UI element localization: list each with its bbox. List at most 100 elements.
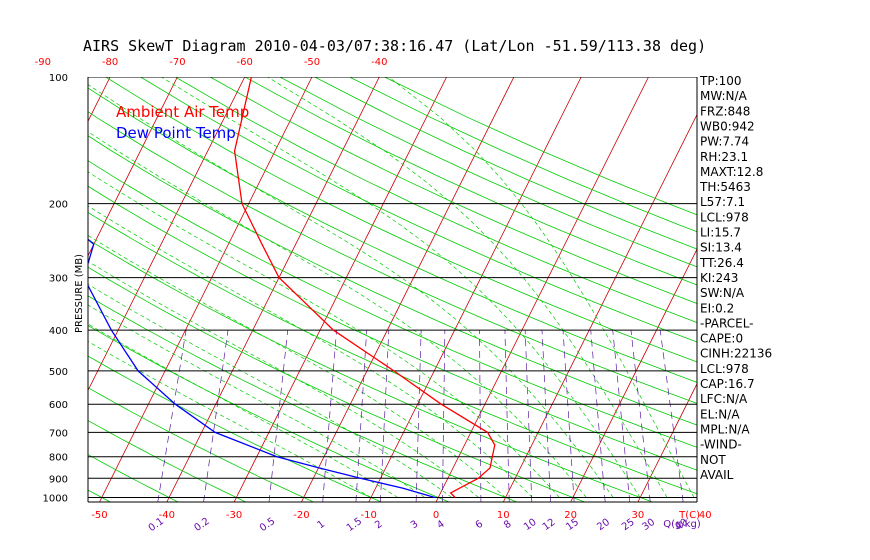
mixing-ratio-label: 12 (541, 517, 558, 533)
dry-adiabat-line (105, 77, 697, 363)
x-top-tick-label: -50 (304, 57, 320, 68)
stability-index-item: CINH:22136 (700, 347, 772, 361)
dry-adiabat-line (88, 454, 179, 502)
mixing-ratio-line (203, 330, 229, 502)
mixing-ratio-line (322, 330, 337, 502)
stability-index-item: EL:N/A (700, 407, 740, 421)
mixing-ratio-line (524, 330, 533, 502)
x-top-tick-label: -80 (102, 57, 118, 68)
stability-index-item: LI:15.7 (700, 226, 741, 240)
stability-index-item: L57:7.1 (700, 195, 745, 209)
moist-adiabat-line (88, 323, 399, 498)
stability-index-item: AVAIL (700, 468, 734, 482)
y-tick-label: 600 (49, 400, 68, 411)
chart-title: AIRS SkewT Diagram 2010-04-03/07:38:16.4… (83, 37, 706, 55)
dry-adiabat-line (279, 77, 697, 268)
stability-index-item: CAP:16.7 (700, 377, 755, 391)
legend-entry-ambient-air-temp: Ambient Air Temp (116, 103, 249, 121)
stability-index-item: SI:13.4 (700, 241, 742, 255)
mixing-ratio-line (157, 330, 187, 502)
isotherm-line (88, 77, 178, 257)
isotherm-line (233, 77, 447, 502)
x-bottom-tick-label: -20 (293, 510, 309, 521)
x-bottom-tick-label: -10 (361, 510, 377, 521)
mixing-ratio-line (504, 330, 510, 502)
stability-index-item: LCL:978 (700, 362, 749, 376)
mixing-ratio-label: 3 (409, 519, 421, 532)
plot-series (88, 77, 496, 499)
x-bottom-unit-label: T(C) (678, 510, 700, 521)
isotherm-line (88, 77, 246, 392)
moist-adiabat-line (88, 260, 479, 498)
moist-adiabat-line (88, 171, 560, 498)
mixing-ratio-line (659, 330, 684, 502)
mixing-ratio-line (541, 330, 551, 502)
dry-adiabat-line (384, 77, 697, 216)
mixing-ratio-line (355, 330, 368, 502)
stability-index-item: KI:243 (700, 271, 738, 285)
isotherm-line (773, 77, 870, 502)
dry-adiabat-line (88, 420, 246, 502)
series-line-ambient-air-temp (233, 77, 496, 498)
isotherm-line (840, 77, 870, 502)
y-tick-label: 200 (49, 200, 68, 211)
mixing-ratio-label: 6 (474, 519, 486, 532)
dry-adiabat-line (244, 77, 697, 286)
y-tick-label: 700 (49, 428, 68, 439)
isotherm-line (570, 248, 697, 502)
x-top-tick-label: -70 (169, 57, 185, 68)
stability-index-item: CAPE:0 (700, 332, 743, 346)
x-bottom-tick-label: -30 (226, 510, 242, 521)
x-top-tick-label: -60 (237, 57, 253, 68)
dry-adiabat-line (175, 77, 697, 323)
isotherm-line (301, 77, 515, 502)
mixing-ratio-line (562, 330, 575, 502)
mixing-ratio-line (630, 330, 651, 502)
dry-adiabat-line (140, 77, 697, 343)
chart-legend: Ambient Air Temp Dew Point Temp (116, 103, 249, 142)
legend-entry-dew-point-temp: Dew Point Temp (116, 124, 236, 142)
dry-adiabat-line (88, 185, 697, 471)
moist-adiabat-line (88, 283, 452, 498)
stability-index-item: FRZ:848 (700, 104, 750, 118)
dry-adiabat-line (88, 355, 382, 502)
mixing-ratio-label: 0.2 (192, 516, 211, 534)
x-bottom-tick-label: 30 (632, 510, 645, 521)
dry-adiabat-line (210, 77, 697, 304)
mixing-ratio-label: 0.5 (258, 516, 277, 534)
stability-index-item: TT:26.4 (699, 256, 744, 270)
y-tick-label: 500 (49, 367, 68, 378)
isotherm-line (166, 77, 380, 502)
dry-adiabat-line (0, 77, 42, 502)
stability-index-item: TH:5463 (699, 180, 751, 194)
dry-adiabat-line (88, 87, 697, 383)
isotherm-line (435, 77, 649, 502)
mixing-ratio-label: 20 (595, 517, 612, 533)
dry-adiabat-line (88, 325, 450, 502)
isotherm-line (0, 77, 43, 502)
mixing-ratio-line (442, 330, 446, 502)
dry-adiabat-line (88, 111, 697, 404)
mixing-ratio-unit-label: Q(g/kg) (663, 519, 701, 530)
stability-index-item: NOT (700, 453, 726, 467)
moist-adiabat-line (88, 131, 587, 498)
x-bottom-tick-label: 10 (497, 510, 510, 521)
mixing-ratio-line (268, 330, 289, 502)
y-tick-label: 400 (49, 326, 68, 337)
mixing-ratio-line (479, 330, 482, 502)
dry-adiabat-line (88, 387, 314, 502)
stability-index-item: MW:N/A (700, 89, 748, 103)
mixing-ratio-label: 10 (522, 517, 539, 533)
moist-adiabat-line (88, 84, 614, 498)
stability-index-item: WB0:942 (700, 119, 755, 133)
stability-index-item: MAXT:12.8 (700, 165, 763, 179)
x-bottom-tick-label: 0 (433, 510, 439, 521)
stability-index-item: LCL:978 (700, 210, 749, 224)
dry-adiabat-line (88, 160, 697, 448)
stability-index-item: TP:100 (699, 74, 742, 88)
y-tick-label: 1000 (43, 493, 68, 504)
series-line-dew-point-temp (88, 238, 436, 499)
mixing-ratio-line (380, 330, 390, 502)
